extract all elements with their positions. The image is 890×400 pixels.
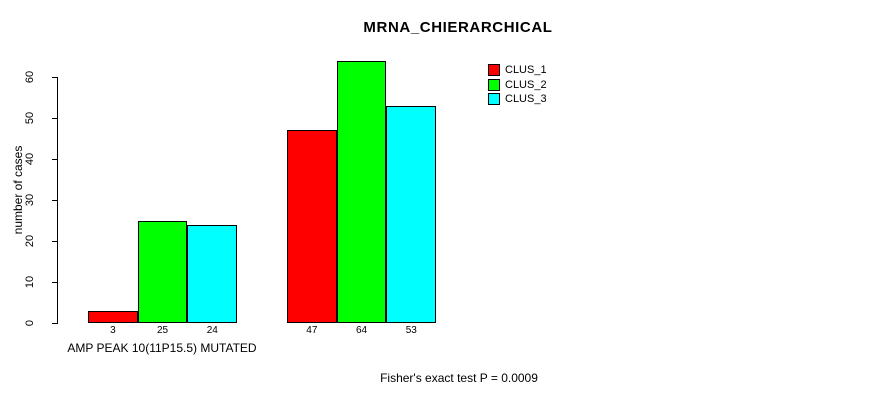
legend-label: CLUS_3 — [505, 93, 547, 106]
bar-value-label: 47 — [306, 325, 318, 336]
legend-label: CLUS_2 — [505, 78, 547, 91]
y-tick-line — [52, 118, 58, 119]
y-tick-label: 50 — [24, 111, 36, 125]
legend-item: CLUS_3 — [488, 92, 547, 107]
bar-clus_2-group2 — [336, 60, 387, 323]
bar-clus_2-group1 — [137, 220, 188, 323]
legend-swatch-clus_3 — [488, 93, 500, 106]
bar-value-label: 3 — [110, 325, 116, 336]
bar-value-label: 25 — [156, 325, 169, 336]
y-tick-line — [52, 200, 58, 201]
fisher-test-annotation: Fisher's exact test P = 0.0009 — [380, 371, 538, 385]
y-tick-line — [52, 241, 58, 242]
y-tick-line — [52, 282, 58, 283]
bar-clus_1-group2 — [287, 130, 337, 323]
chart-title: MRNA_CHIERARCHICAL — [363, 19, 553, 36]
legend-item: CLUS_1 — [488, 63, 547, 78]
y-axis-label: number of cases — [11, 145, 25, 235]
legend-swatch-clus_1 — [488, 64, 500, 77]
y-tick-label: 20 — [24, 234, 36, 248]
bar-clus_1-group1 — [88, 310, 138, 323]
y-tick-label: 40 — [24, 152, 36, 166]
bar-value-label: 53 — [405, 325, 417, 336]
y-tick-label: 0 — [24, 319, 36, 327]
legend-label: CLUS_1 — [505, 64, 547, 77]
y-tick-line — [52, 159, 58, 160]
y-tick-label: 10 — [24, 275, 36, 289]
legend-item: CLUS_2 — [488, 78, 547, 93]
bar-value-label: 24 — [206, 325, 218, 336]
y-tick-label: 60 — [24, 70, 36, 84]
bar-clus_3-group1 — [187, 224, 238, 323]
legend: CLUS_1 CLUS_2 CLUS_3 — [488, 63, 547, 107]
y-tick-line — [52, 323, 58, 324]
y-tick-line — [52, 77, 58, 78]
legend-swatch-clus_2 — [488, 78, 500, 91]
x-axis-group-label: AMP PEAK 10(11P15.5) MUTATED — [67, 341, 257, 355]
y-tick-label: 30 — [24, 193, 36, 207]
bar-value-label: 64 — [355, 325, 368, 336]
bar-clus_3-group2 — [386, 105, 437, 323]
